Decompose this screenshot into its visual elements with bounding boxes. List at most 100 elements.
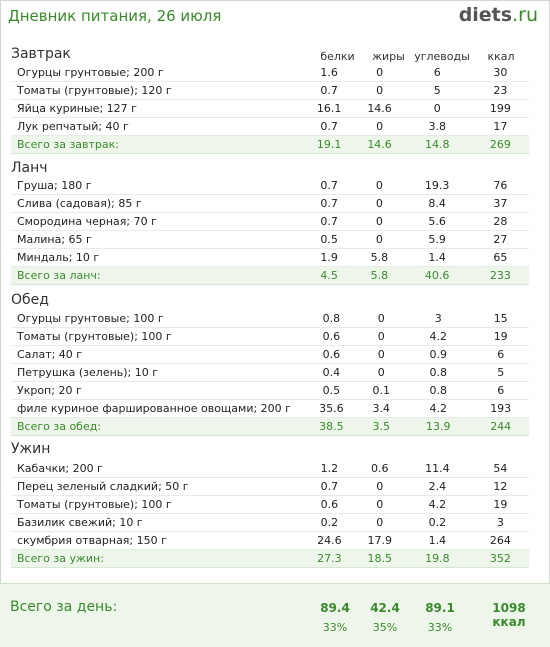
table-row: Лук репчатый; 40 г 0.7 0 3.8 17 [11, 117, 529, 136]
day-total-panel: Всего за день: 89.4 42.4 89.1 1098 ккал … [0, 583, 550, 647]
protein-value: 0.2 [302, 513, 357, 532]
table-row: Кабачки; 200 г 1.2 0.6 11.4 54 [11, 460, 529, 478]
day-fat-percent: 35% [372, 621, 398, 634]
protein-value: 0.5 [302, 230, 357, 249]
protein-value: 0.6 [302, 495, 357, 514]
fat-value: 5.8 [356, 248, 403, 267]
table-row: Томаты (грунтовые); 100 г 0.6 0 4.2 19 [11, 495, 529, 514]
meal-table-dinner: Огурцы грунтовые; 100 г 0.8 0 3 15 Томат… [11, 310, 529, 436]
fat-value: 0 [358, 345, 405, 364]
food-name: Салат; 40 г [11, 345, 305, 364]
meal-table-supper: Кабачки; 200 г 1.2 0.6 11.4 54 Перец зел… [11, 460, 529, 568]
meal-table-lunch: Груша; 180 г 0.7 0 19.3 76 Слива (садова… [11, 177, 529, 285]
protein-total: 4.5 [302, 266, 357, 285]
protein-total: 38.5 [304, 417, 359, 436]
fat-total: 14.6 [356, 135, 403, 154]
kcal-value: 19 [472, 327, 529, 346]
carbs-total: 14.8 [402, 135, 472, 154]
protein-value: 0.7 [302, 477, 357, 496]
meal-total-label: Всего за ланч: [11, 266, 302, 285]
kcal-value: 264 [471, 531, 529, 550]
food-name: Слива (садовая); 85 г [11, 194, 302, 213]
page-header: Дневник питания, 26 июля diets.ru [0, 0, 550, 32]
kcal-value: 199 [471, 99, 529, 118]
fat-value: 0 [356, 177, 403, 195]
fat-value: 3.4 [358, 399, 405, 418]
carbs-value: 0.9 [404, 345, 473, 364]
food-name: Томаты (грунтовые); 100 г [11, 495, 303, 514]
fat-total: 18.5 [356, 549, 403, 568]
table-row: Груша; 180 г 0.7 0 19.3 76 [11, 177, 529, 195]
carbs-value: 0 [402, 99, 472, 118]
kcal-value: 15 [472, 310, 529, 328]
protein-value: 0.7 [302, 177, 357, 195]
carbs-value: 11.4 [402, 460, 472, 478]
meal-total-row: Всего за ужин: 27.3 18.5 19.8 352 [11, 549, 529, 568]
carbs-value: 5.9 [402, 230, 472, 249]
table-row: филе куриное фаршированное овощами; 200 … [11, 399, 529, 418]
site-logo[interactable]: diets.ru [459, 4, 538, 26]
food-name: Огурцы грунтовые; 200 г [11, 64, 303, 82]
kcal-value: 193 [472, 399, 529, 418]
carbs-value: 0.8 [404, 381, 473, 400]
fat-value: 0 [358, 363, 405, 382]
table-row: Малина; 65 г 0.5 0 5.9 27 [11, 230, 529, 249]
meal-total-row: Всего за ланч: 4.5 5.8 40.6 233 [11, 266, 529, 285]
logo-main: diets [458, 4, 513, 26]
protein-value: 1.9 [302, 248, 357, 267]
fat-value: 0 [356, 64, 403, 82]
kcal-total: 233 [471, 266, 529, 285]
kcal-value: 5 [472, 363, 529, 382]
carbs-value: 5.6 [402, 212, 472, 231]
page-title: Дневник питания, 26 июля [8, 7, 222, 25]
food-name: Смородина черная; 70 г [11, 212, 302, 231]
meal-title-dinner: Обед [11, 292, 49, 308]
meal-total-row: Всего за обед: 38.5 3.5 13.9 244 [11, 417, 529, 436]
kcal-value: 3 [471, 513, 529, 532]
table-row: скумбрия отварная; 150 г 24.6 17.9 1.4 2… [11, 531, 529, 550]
column-header-fat: жиры [372, 50, 405, 63]
kcal-value: 19 [471, 495, 529, 514]
fat-value: 14.6 [356, 99, 403, 118]
day-carbs-percent: 33% [427, 621, 453, 634]
carbs-total: 40.6 [402, 266, 472, 285]
protein-value: 0.5 [304, 381, 359, 400]
food-name: Базилик свежий; 10 г [11, 513, 303, 532]
table-row: Томаты (грунтовые); 120 г 0.7 0 5 23 [11, 81, 529, 100]
food-name: Перец зеленый сладкий; 50 г [11, 477, 303, 496]
kcal-value: 54 [471, 460, 529, 478]
day-protein-percent: 33% [322, 621, 348, 634]
kcal-value: 6 [472, 381, 529, 400]
kcal-value: 65 [471, 248, 529, 267]
fat-value: 0 [356, 117, 403, 136]
kcal-value: 17 [471, 117, 529, 136]
day-kcal-total: 1098 ккал [492, 601, 526, 629]
meal-total-row: Всего за завтрак: 19.1 14.6 14.8 269 [11, 135, 529, 154]
meal-title-lunch: Ланч [11, 160, 48, 176]
protein-value: 0.4 [304, 363, 359, 382]
fat-value: 0 [358, 310, 405, 328]
carbs-value: 3 [404, 310, 473, 328]
kcal-value: 12 [471, 477, 529, 496]
food-name: Томаты (грунтовые); 120 г [11, 81, 303, 100]
carbs-value: 4.2 [404, 327, 473, 346]
fat-value: 0.6 [356, 460, 403, 478]
table-row: Томаты (грунтовые); 100 г 0.6 0 4.2 19 [11, 327, 529, 346]
protein-value: 0.6 [304, 345, 359, 364]
food-name: филе куриное фаршированное овощами; 200 … [11, 399, 305, 418]
meal-title-supper: Ужин [11, 441, 51, 457]
meal-table-breakfast: Огурцы грунтовые; 200 г 1.6 0 6 30 Томат… [11, 64, 529, 154]
food-name: Петрушка (зелень); 10 г [11, 363, 305, 382]
carbs-value: 4.2 [404, 399, 473, 418]
fat-value: 0 [356, 477, 403, 496]
protein-value: 0.6 [304, 327, 359, 346]
carbs-value: 19.3 [402, 177, 472, 195]
fat-value: 0.1 [358, 381, 405, 400]
carbs-value: 3.8 [402, 117, 472, 136]
logo-suffix: .ru [512, 4, 538, 26]
protein-total: 19.1 [302, 135, 357, 154]
food-name: скумбрия отварная; 150 г [11, 531, 303, 550]
food-name: Миндаль; 10 г [11, 248, 302, 267]
protein-value: 16.1 [302, 99, 357, 118]
carbs-value: 4.2 [402, 495, 472, 514]
